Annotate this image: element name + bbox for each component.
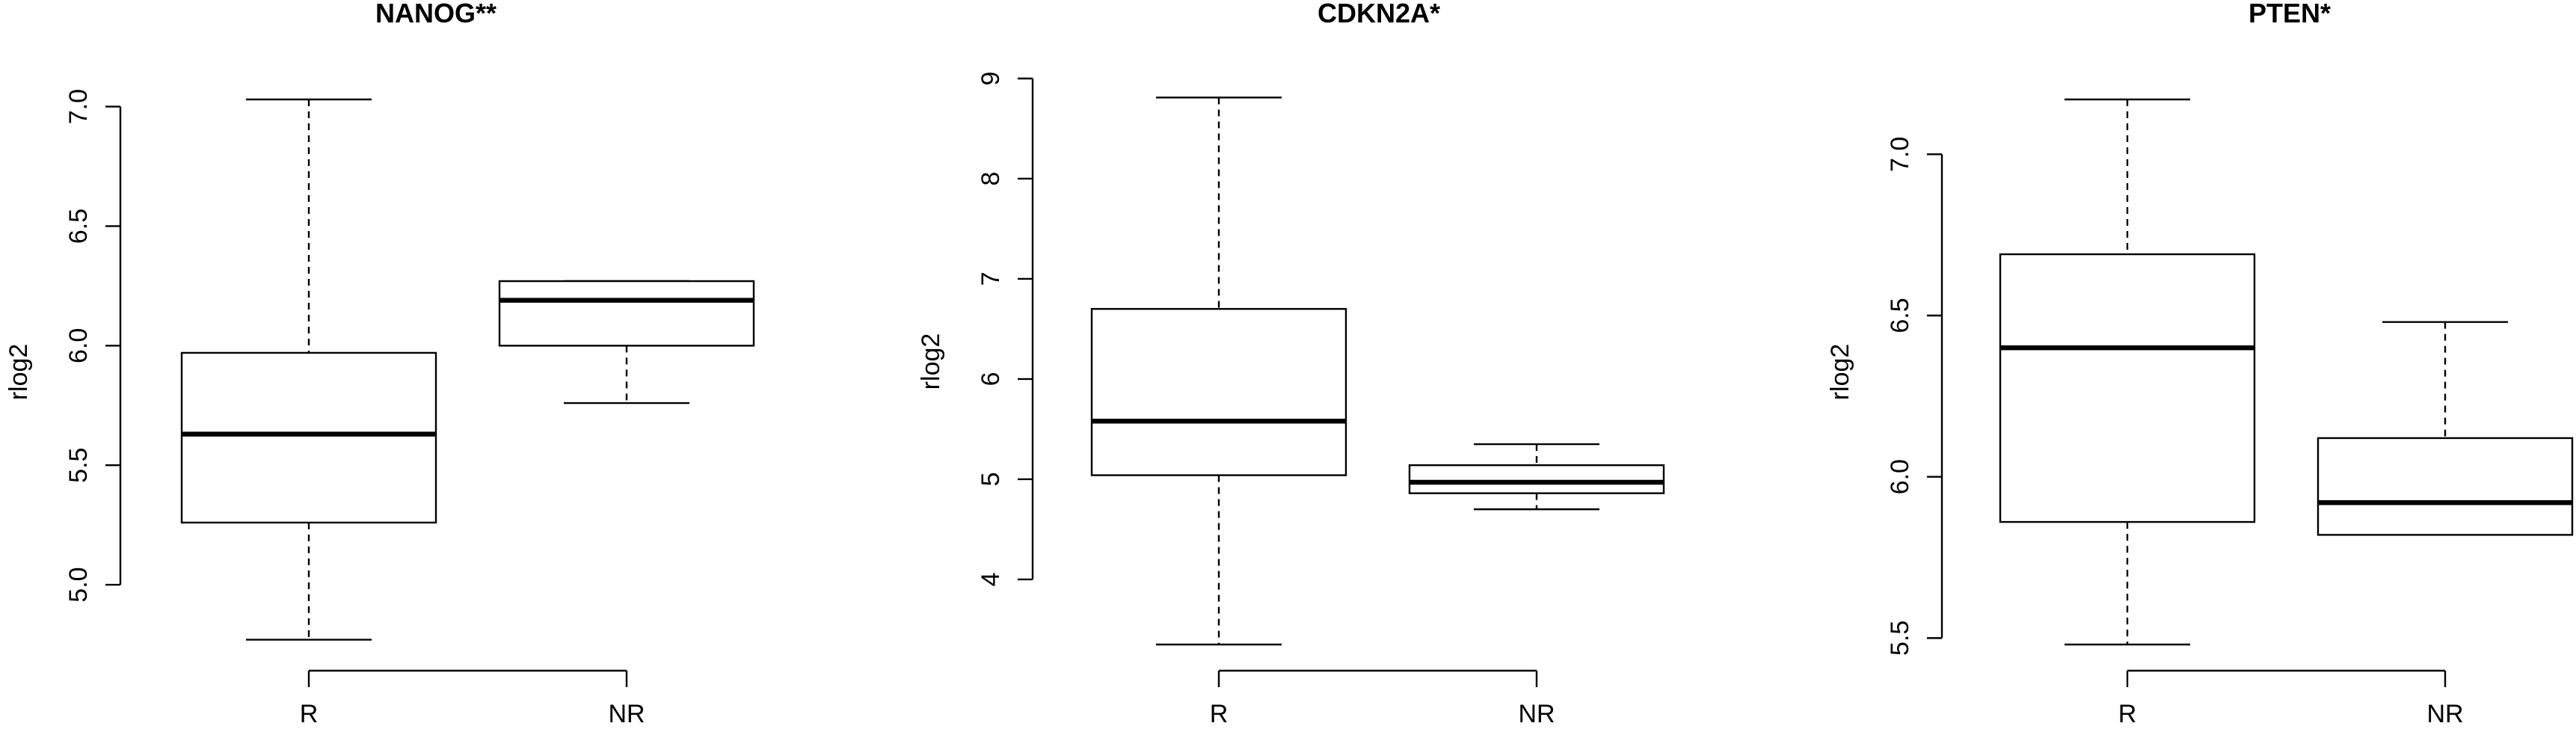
- y-axis-title: rlog2: [917, 333, 945, 390]
- y-tick-label: 5.0: [64, 567, 93, 602]
- box-r: [1999, 98, 2256, 646]
- y-tick-label: 5.5: [64, 448, 93, 483]
- y-tick-label: 4: [977, 572, 1005, 586]
- x-category-label: NR: [2426, 700, 2463, 728]
- interquartile-box: [180, 351, 437, 524]
- box-nr: [498, 280, 755, 405]
- interquartile-box: [2317, 437, 2574, 536]
- box-r: [1090, 96, 1347, 646]
- y-axis-title: rlog2: [4, 344, 33, 401]
- y-tick-label: 5.5: [1886, 621, 1914, 656]
- y-tick-label: 5: [977, 472, 1005, 486]
- chart-panel-1: NANOG** 5.0 5.5 6.0 6.5 7.0 rlog2 R NR: [4, 0, 755, 728]
- box-r: [180, 98, 437, 641]
- y-tick-label: 7.0: [1886, 137, 1914, 172]
- y-tick-label: 6.0: [1886, 459, 1914, 494]
- x-category-label: R: [1210, 700, 1229, 728]
- y-axis-title: rlog2: [1826, 344, 1854, 401]
- y-tick-label: 7: [977, 272, 1005, 286]
- y-tick-label: 6.5: [1886, 298, 1914, 333]
- x-category-label: R: [300, 700, 319, 728]
- interquartile-box: [1090, 307, 1347, 476]
- y-tick-label: 9: [977, 72, 1005, 86]
- x-category-label: NR: [1518, 700, 1555, 728]
- interquartile-box: [498, 280, 755, 347]
- box-nr: [2317, 321, 2574, 536]
- chart-panel-2: CDKN2A* 4 5 6 7 8 9 rlog2 R NR: [917, 0, 1665, 728]
- x-category-label: R: [2118, 700, 2137, 728]
- y-tick-label: 6.0: [64, 328, 93, 363]
- y-tick-label: 7.0: [64, 89, 93, 124]
- chart-panel-3: PTEN* 5.5 6.0 6.5 7.0 rlog2 R NR: [1826, 0, 2574, 728]
- chart-title: NANOG**: [375, 0, 497, 28]
- interquartile-box: [1999, 253, 2256, 523]
- y-tick-label: 6: [977, 372, 1005, 386]
- box-nr: [1408, 443, 1665, 511]
- chart-title: PTEN*: [2248, 0, 2331, 28]
- y-tick-label: 6.5: [64, 209, 93, 244]
- chart-title: CDKN2A*: [1318, 0, 1440, 28]
- y-tick-label: 8: [977, 172, 1005, 186]
- interquartile-box: [1408, 464, 1665, 494]
- x-category-label: NR: [608, 700, 645, 728]
